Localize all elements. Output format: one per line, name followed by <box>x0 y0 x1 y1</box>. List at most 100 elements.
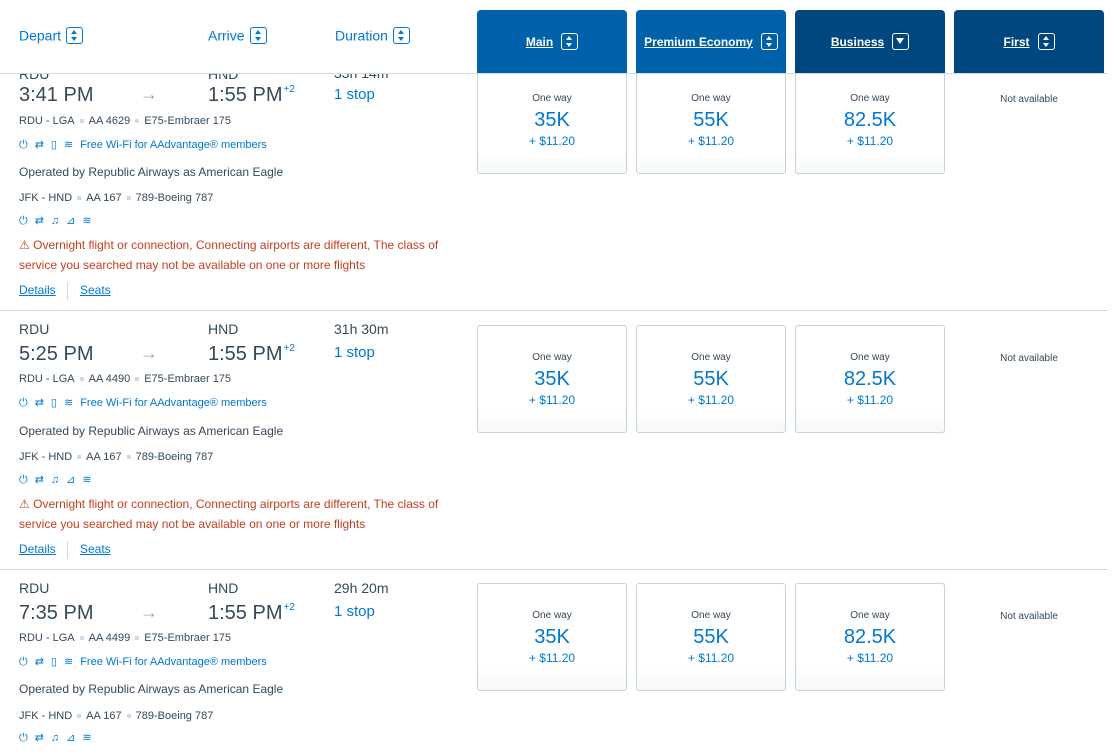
seat-icon: ⊿ <box>66 215 76 227</box>
duration: 31h 30m <box>334 321 389 337</box>
sort-duration-button[interactable]: Duration <box>335 26 410 44</box>
phone-icon: ▯ <box>50 139 57 151</box>
segment-2-info: JFK - HND AA 167 789-Boeing 787 <box>19 451 214 463</box>
arrow-right-icon: → <box>140 602 158 622</box>
day-offset: +2 <box>283 602 295 613</box>
depart-time: 7:35 PM <box>19 602 94 624</box>
stops-link[interactable]: 1 stop <box>334 86 375 103</box>
operated-by: Operated by Republic Airways as American… <box>19 682 284 696</box>
flight-row: RDU HND 29h 20m 7:35 PM → 1:55 PM+2 1 st… <box>0 569 1114 754</box>
flight-row: RDU HND 33h 14m 3:41 PM → 1:55 PM+2 1 st… <box>0 56 1114 316</box>
segment-1-info: RDU - LGA AA 4490 E75-Embraer 175 <box>19 373 232 385</box>
usb-icon: ⇄ <box>34 397 44 409</box>
duration: 29h 20m <box>334 580 389 596</box>
segment-2-amenities: ⏻ ⇄ ♫ ⊿ ≋ <box>19 731 99 745</box>
stops-link[interactable]: 1 stop <box>334 603 375 620</box>
power-outlet-icon: ⏻ <box>19 215 28 227</box>
arrow-right-icon: → <box>140 343 158 363</box>
warning-message: ⚠ Overnight flight or connection, Connec… <box>19 497 439 531</box>
wifi-link[interactable]: Free Wi-Fi for AAdvantage® members <box>80 656 267 668</box>
fare-main[interactable]: One way 35K + $11.20 <box>477 583 627 691</box>
wifi-icon: ≋ <box>63 656 74 668</box>
cabin-first-tab[interactable]: First <box>954 10 1104 73</box>
sort-icon <box>760 33 778 50</box>
sort-icon <box>1037 33 1055 50</box>
seat-icon: ⊿ <box>66 732 76 744</box>
entertainment-icon: ♫ <box>50 732 60 744</box>
warning-message: ⚠ Overnight flight or connection, Connec… <box>19 238 439 272</box>
usb-icon: ⇄ <box>34 732 44 744</box>
seat-icon: ⊿ <box>66 474 76 486</box>
operated-by: Operated by Republic Airways as American… <box>19 165 284 179</box>
fare-business[interactable]: One way 82.5K + $11.20 <box>795 583 945 691</box>
sort-icon <box>66 26 84 44</box>
wifi-icon: ≋ <box>63 397 74 409</box>
cabin-premium-economy-tab[interactable]: Premium Economy <box>636 10 786 73</box>
sort-icon <box>561 33 579 50</box>
details-link[interactable]: Details <box>19 542 56 556</box>
details-link[interactable]: Details <box>19 283 56 297</box>
wifi-icon: ≋ <box>82 215 92 227</box>
depart-time: 3:41 PM <box>19 84 94 106</box>
fare-main[interactable]: One way 35K + $11.20 <box>477 325 627 433</box>
segment-2-amenities: ⏻ ⇄ ♫ ⊿ ≋ <box>19 473 99 487</box>
flight-row: RDU HND 31h 30m 5:25 PM → 1:55 PM+2 1 st… <box>0 310 1114 570</box>
seats-link[interactable]: Seats <box>80 542 111 556</box>
day-offset: +2 <box>283 343 295 354</box>
power-outlet-icon: ⏻ <box>19 474 28 486</box>
fare-first-unavailable: Not available <box>1000 611 1058 622</box>
cabin-business-tab[interactable]: Business <box>795 10 945 73</box>
fare-first-unavailable: Not available <box>1000 94 1058 105</box>
sort-descending-icon <box>892 33 910 50</box>
entertainment-icon: ♫ <box>50 474 60 486</box>
power-outlet-icon: ⏻ <box>19 656 28 668</box>
power-outlet-icon: ⏻ <box>19 139 28 151</box>
usb-icon: ⇄ <box>34 474 44 486</box>
wifi-link[interactable]: Free Wi-Fi for AAdvantage® members <box>80 139 267 151</box>
usb-icon: ⇄ <box>34 656 44 668</box>
sort-arrive-button[interactable]: Arrive <box>208 26 267 44</box>
origin-airport: RDU <box>19 321 50 337</box>
stops-link[interactable]: 1 stop <box>334 344 375 361</box>
phone-icon: ▯ <box>50 656 57 668</box>
sort-icon <box>392 26 410 44</box>
destination-airport: HND <box>208 321 239 337</box>
power-outlet-icon: ⏻ <box>19 732 28 744</box>
segment-1-amenities: ⏻ ⇄ ▯ ≋ Free Wi-Fi for AAdvantage® members <box>19 138 267 152</box>
segment-2-amenities: ⏻ ⇄ ♫ ⊿ ≋ <box>19 214 99 228</box>
segment-1-amenities: ⏻ ⇄ ▯ ≋ Free Wi-Fi for AAdvantage® members <box>19 655 267 669</box>
origin-airport: RDU <box>19 580 50 596</box>
depart-time: 5:25 PM <box>19 343 94 365</box>
fare-business[interactable]: One way 82.5K + $11.20 <box>795 325 945 433</box>
sort-icon <box>249 26 267 44</box>
wifi-icon: ≋ <box>63 139 74 151</box>
arrive-time: 1:55 PM+2 <box>208 602 295 624</box>
fare-premium-economy[interactable]: One way 55K + $11.20 <box>636 583 786 691</box>
wifi-icon: ≋ <box>82 732 92 744</box>
segment-1-amenities: ⏻ ⇄ ▯ ≋ Free Wi-Fi for AAdvantage® members <box>19 396 267 410</box>
wifi-icon: ≋ <box>82 474 92 486</box>
day-offset: +2 <box>283 84 295 95</box>
operated-by: Operated by Republic Airways as American… <box>19 424 284 438</box>
fare-business[interactable]: One way 82.5K + $11.20 <box>795 66 945 174</box>
seats-link[interactable]: Seats <box>80 283 111 297</box>
arrow-right-icon: → <box>140 84 158 104</box>
sort-depart-button[interactable]: Depart <box>19 26 84 44</box>
arrive-time: 1:55 PM+2 <box>208 343 295 365</box>
cabin-main-tab[interactable]: Main <box>477 10 627 73</box>
segment-2-info: JFK - HND AA 167 789-Boeing 787 <box>19 192 214 204</box>
warning-icon: ⚠ <box>19 238 30 252</box>
usb-icon: ⇄ <box>34 139 44 151</box>
fare-premium-economy[interactable]: One way 55K + $11.20 <box>636 325 786 433</box>
wifi-link[interactable]: Free Wi-Fi for AAdvantage® members <box>80 397 267 409</box>
segment-2-info: JFK - HND AA 167 789-Boeing 787 <box>19 710 214 722</box>
power-outlet-icon: ⏻ <box>19 397 28 409</box>
fare-main[interactable]: One way 35K + $11.20 <box>477 66 627 174</box>
arrive-time: 1:55 PM+2 <box>208 84 295 106</box>
fare-first-unavailable: Not available <box>1000 353 1058 364</box>
entertainment-icon: ♫ <box>50 215 60 227</box>
warning-icon: ⚠ <box>19 497 30 511</box>
fare-premium-economy[interactable]: One way 55K + $11.20 <box>636 66 786 174</box>
segment-1-info: RDU - LGA AA 4629 E75-Embraer 175 <box>19 115 232 127</box>
phone-icon: ▯ <box>50 397 57 409</box>
